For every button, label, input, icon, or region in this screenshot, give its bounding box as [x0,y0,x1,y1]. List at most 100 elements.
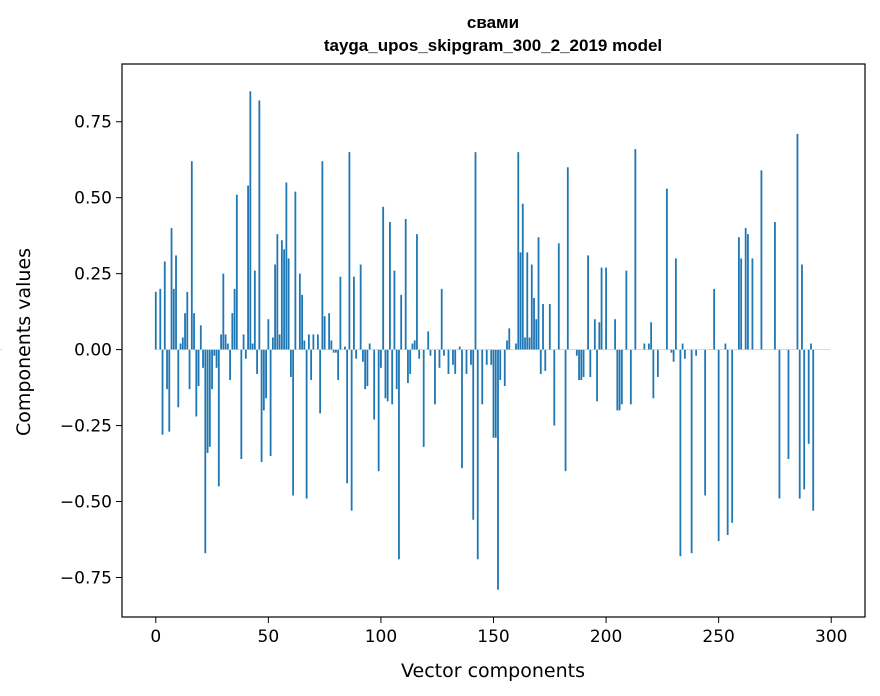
bar-58 [285,182,288,350]
bar-240 [695,349,698,356]
bar-3 [161,349,164,435]
bar-62 [294,191,297,350]
bar-124 [434,349,436,405]
y-tick-label: 0.50 [74,189,112,209]
bar-36 [235,194,238,350]
bar-143 [476,349,479,560]
bar-291 [810,343,812,350]
bar-250 [717,349,720,542]
bar-169 [535,319,538,350]
bar-111 [404,218,407,350]
bar-50 [267,319,270,350]
bar-260 [740,258,743,350]
bar-192 [587,255,589,350]
bar-220 [650,322,653,350]
bar-84 [344,346,346,350]
bar-59 [287,258,290,350]
bar-93 [364,349,367,390]
bar-162 [519,252,522,350]
bar-150 [492,349,495,438]
bar-2 [159,288,162,350]
bar-138 [465,349,468,374]
y-axis-ticks: −0.75 −0.50 −0.25 0.00 0.25 0.50 0.75 [60,113,122,589]
bar-127 [440,288,443,350]
bar-28 [217,349,220,487]
bar-18 [195,349,198,417]
bar-197 [598,322,601,350]
bar-168 [533,297,535,350]
bar-80 [334,349,337,353]
bar-12 [181,337,184,350]
bar-66 [303,340,306,350]
y-tick-label: 0.25 [74,265,112,285]
bar-74 [321,161,324,350]
bar-101 [382,206,385,350]
y-tick-label: −0.50 [60,493,112,513]
bar-275 [774,222,776,350]
bar-155 [503,349,506,387]
bar-285 [796,133,799,350]
bar-219 [647,343,650,350]
bar-60 [289,349,292,377]
plot-frame [121,63,866,618]
bar-113 [409,349,412,374]
bar-54 [276,234,279,350]
bar-135 [458,346,461,350]
bar-188 [578,349,580,380]
bar-33 [229,349,231,380]
bar-196 [596,349,598,402]
bar-35 [233,288,236,350]
bar-24 [208,349,211,447]
bar-68 [307,334,310,350]
bar-8 [172,288,175,350]
bar-25 [211,349,213,390]
bar-198 [600,267,603,350]
bar-41 [247,185,249,350]
bar-14 [186,291,189,350]
bar-31 [224,334,227,350]
bar-175 [548,304,551,350]
bar-13 [184,313,186,350]
bar-47 [260,349,263,463]
bar-26 [213,349,216,356]
bar-238 [690,349,693,554]
bar-177 [553,349,556,426]
bar-277 [778,349,781,499]
bar-30 [222,273,225,350]
bar-6 [168,349,171,432]
bar-133 [454,349,457,374]
y-tick-label: 0.00 [74,341,112,361]
bar-32 [226,343,229,350]
bar-153 [499,349,502,380]
bar-115 [413,340,416,350]
bar-10 [177,349,180,408]
bar-39 [242,334,245,350]
bar-38 [240,349,243,459]
bar-269 [760,170,763,350]
bar-72 [316,334,319,350]
bar-204 [614,319,616,350]
bar-190 [582,349,585,377]
bar-67 [305,349,308,499]
bar-179 [557,243,560,350]
bar-259 [738,237,740,350]
bar-206 [618,349,621,411]
bar-29 [220,334,222,350]
x-tick-label: 50 [258,627,280,647]
bar-5 [166,349,168,390]
bar-164 [524,337,526,350]
bar-117 [418,349,421,359]
bar-105 [391,349,394,405]
bar-286 [798,349,801,499]
bar-79 [332,349,335,353]
bar-27 [215,349,218,368]
bar-108 [398,349,400,560]
bar-16 [190,161,193,350]
bar-183 [566,167,569,350]
bar-213 [634,149,637,350]
bar-88 [353,276,355,350]
bar-64 [298,273,301,350]
bar-51 [269,349,272,456]
bar-44 [253,270,256,350]
